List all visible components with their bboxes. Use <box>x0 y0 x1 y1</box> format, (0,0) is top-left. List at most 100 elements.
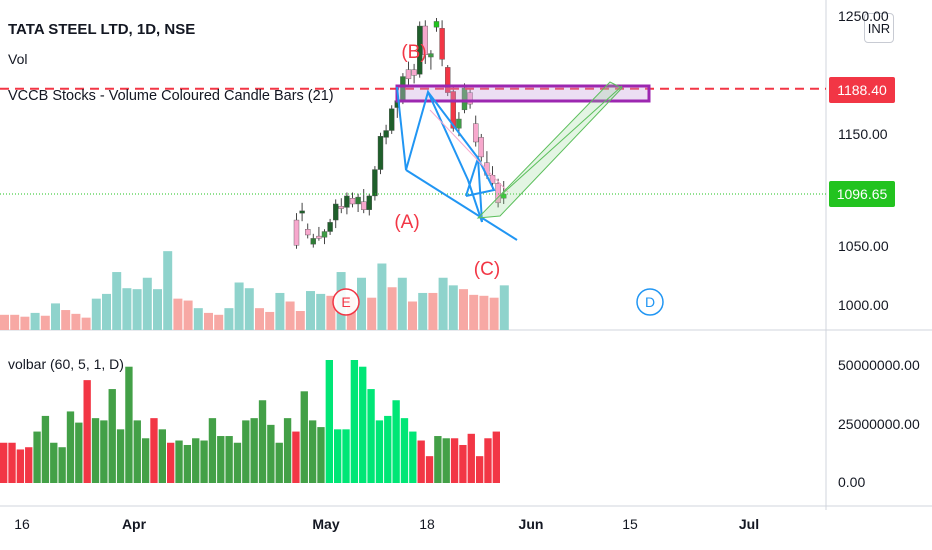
volume-bar <box>428 292 438 330</box>
pink-trendline <box>429 109 509 193</box>
candle <box>383 124 389 145</box>
volbar-bar <box>409 431 417 483</box>
candle-body <box>501 193 507 199</box>
candle-body <box>338 206 344 209</box>
circle-label: E <box>332 288 360 316</box>
volbar-bar <box>100 420 108 483</box>
volbar-y-tick: 50000000.00 <box>838 357 920 373</box>
volume-bar <box>499 285 509 330</box>
volbar-bar <box>475 456 484 483</box>
candle-body <box>366 195 372 210</box>
volbar-bar <box>267 424 275 483</box>
volume-bar <box>224 308 234 330</box>
candle-body <box>467 92 473 105</box>
volbar-bar <box>75 422 83 483</box>
volume-bar <box>153 289 162 330</box>
volume-bar <box>285 301 295 330</box>
candle <box>366 193 372 216</box>
volume-bar <box>438 277 448 330</box>
candle-body <box>461 87 468 111</box>
x-tick-label: Jul <box>738 516 760 532</box>
x-tick-label: May <box>312 516 340 532</box>
volbar-bar <box>108 389 116 483</box>
volbar-bar <box>258 400 267 483</box>
candle <box>349 192 356 208</box>
candle <box>316 226 322 241</box>
volume-bar <box>163 251 173 330</box>
volume-bar <box>81 317 91 330</box>
candle-body <box>293 219 300 246</box>
volbar-bar <box>367 389 375 483</box>
volbar-bar <box>484 438 492 483</box>
vol-legend: Vol <box>8 51 28 67</box>
candle <box>428 50 434 70</box>
candle <box>433 18 440 32</box>
volbar-bar <box>208 418 217 483</box>
candle-body <box>445 67 451 93</box>
x-tick-label: 15 <box>622 516 638 532</box>
volbar-bar <box>308 420 317 483</box>
volume-bar <box>0 314 9 330</box>
circle-label-text: E <box>341 294 350 310</box>
volume-bar <box>377 263 387 330</box>
volume-bar <box>459 289 468 330</box>
volume-bar <box>448 285 458 330</box>
candle-body <box>428 53 434 58</box>
projection-line <box>499 85 623 197</box>
candle-body <box>411 69 417 76</box>
volbar-bar <box>325 360 333 483</box>
candle-body <box>405 69 412 80</box>
volbar-bar <box>225 436 233 483</box>
candle <box>467 88 473 109</box>
volbar-bar <box>434 436 442 483</box>
volume-bar <box>255 308 264 330</box>
candle <box>321 229 328 245</box>
volbar-bar <box>192 438 200 483</box>
candle-body <box>344 195 350 208</box>
volume-bar <box>40 315 50 330</box>
volbar-bar <box>384 415 392 483</box>
volbar-bar <box>141 438 150 483</box>
volbar-bar <box>16 449 25 483</box>
candle <box>439 20 445 67</box>
volume-bar <box>71 313 81 330</box>
volume-bar <box>112 272 122 330</box>
candle <box>411 63 417 84</box>
volume-bar <box>265 311 275 330</box>
volbar-bar <box>116 429 125 483</box>
volbar-bar <box>200 440 208 483</box>
volbar-bar <box>33 431 41 483</box>
volbar-bar <box>175 440 183 483</box>
volbar-bar <box>25 447 33 483</box>
volume-bar <box>142 277 152 330</box>
y-tick-label-top: 1250.00 <box>838 8 889 24</box>
candle-body <box>327 222 333 232</box>
volume-bar <box>20 316 30 330</box>
x-tick-label: Jun <box>518 516 544 532</box>
volbar-bar <box>91 418 100 483</box>
currency-button[interactable]: INR <box>864 13 894 43</box>
volbar-bar <box>150 418 158 483</box>
volbar-bar <box>283 418 292 483</box>
volbar-bar <box>233 442 242 483</box>
candle <box>478 133 484 162</box>
y-tick-label: 1150.00 <box>838 126 888 142</box>
volume-bar <box>275 292 285 330</box>
volume-bar <box>295 311 305 330</box>
candle-body <box>372 169 378 197</box>
volume-bar <box>122 288 132 330</box>
volbar-bar <box>50 442 58 483</box>
candle-body <box>495 183 501 204</box>
volume-bar <box>357 277 366 330</box>
volume-bar <box>306 291 315 330</box>
volbar-bar <box>359 366 367 483</box>
volbar-bar <box>459 444 467 483</box>
volume-bar <box>91 298 101 330</box>
vccb-legend: VCCB Stocks - Volume Coloured Candle Bar… <box>8 88 334 104</box>
volbar-bar <box>467 433 475 483</box>
volbar-bar <box>8 442 16 483</box>
candle-body <box>439 28 445 60</box>
chart-title: TATA STEEL LTD, 1D, NSE <box>8 21 196 38</box>
candle <box>461 83 468 114</box>
